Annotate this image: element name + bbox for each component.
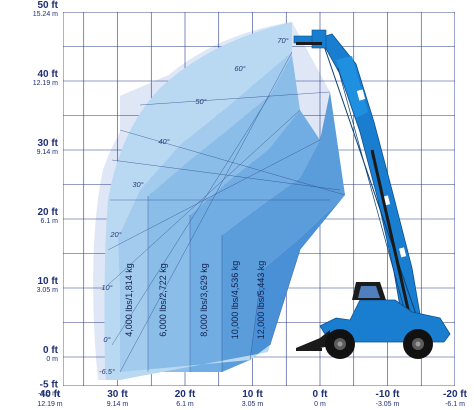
boom-angle-label: 50° (195, 97, 206, 106)
x-tick-ft: -10 ft (376, 389, 401, 400)
load-zone-label: 10,000 lbs/4,536 kg (230, 261, 240, 340)
load-zone-12000 (222, 92, 345, 372)
x-tick-m: -3.05 m (376, 401, 400, 408)
x-tick-m: 9.14 m (107, 401, 129, 408)
y-tick-ft: 30 ft (37, 138, 58, 149)
load-zone-label: 4,000 lbs/1,814 kg (124, 263, 134, 337)
load-zone-label: 6,000 lbs/2,722 kg (158, 263, 168, 337)
x-tick-ft: -20 ft (443, 389, 468, 400)
telehandler-machine-icon (293, 29, 451, 359)
load-zone-8000 (148, 55, 300, 372)
x-tick-ft: 30 ft (107, 389, 128, 400)
y-tick-m: 9.14 m (37, 149, 59, 156)
load-zone-base (105, 345, 270, 380)
boom-angle-label: 60° (234, 64, 245, 73)
y-tick-m: 15.24 m (33, 11, 58, 18)
load-zone-label: 12,000 lbs/5,443 kg (256, 261, 266, 340)
y-tick-ft: 50 ft (37, 0, 58, 11)
boom-angle-label: 70° (277, 36, 288, 45)
load-zone-max (250, 195, 345, 360)
y-tick-ft: 0 ft (43, 345, 59, 356)
y-tick-ft: 20 ft (37, 207, 58, 218)
x-tick-ft: 40 ft (40, 389, 61, 400)
y-tick-ft: 10 ft (37, 276, 58, 287)
boom-angle-label: 10° (101, 283, 112, 292)
boom-angle-label: 30° (132, 180, 143, 189)
y-tick-m: 3.05 m (37, 287, 59, 294)
boom-angle-label: 0° (103, 335, 110, 344)
x-tick-ft: 20 ft (175, 389, 196, 400)
load-zone-10000 (190, 110, 320, 372)
load-zone-label: 8,000 lbs/3,629 kg (199, 263, 209, 337)
x-tick-m: 12.19 m (37, 401, 62, 408)
angle-lines (107, 51, 346, 373)
y-tick-m: 6.1 m (40, 218, 58, 225)
x-tick-m: 3.05 m (242, 401, 264, 408)
boom-angle-label: 20° (109, 230, 121, 239)
x-tick-m: -6.1 m (445, 401, 465, 408)
x-tick-ft: 10 ft (242, 389, 263, 400)
boom-angle-label: 40° (158, 137, 169, 146)
x-tick-m: 0 m (314, 401, 326, 408)
y-tick-m: 0 m (46, 356, 58, 363)
load-zone-4000 (104, 22, 292, 372)
x-tick-ft: 0 ft (313, 389, 329, 400)
x-tick-m: 6.1 m (176, 401, 194, 408)
y-tick-m: -1.5 m (38, 391, 58, 398)
y-tick-ft: -5 ft (40, 380, 59, 391)
load-labels: 4,000 lbs/1,814 kg 6,000 lbs/2,722 kg 8,00… (124, 261, 266, 340)
boom-angle-labels: 70° 60° 50° 40° 30° 20° 10° 0° -6.5° (99, 36, 289, 376)
boom-angle-label: -6.5° (99, 367, 115, 376)
y-tick-m: 12.19 m (33, 80, 58, 87)
y-tick-ft: 40 ft (37, 69, 58, 80)
